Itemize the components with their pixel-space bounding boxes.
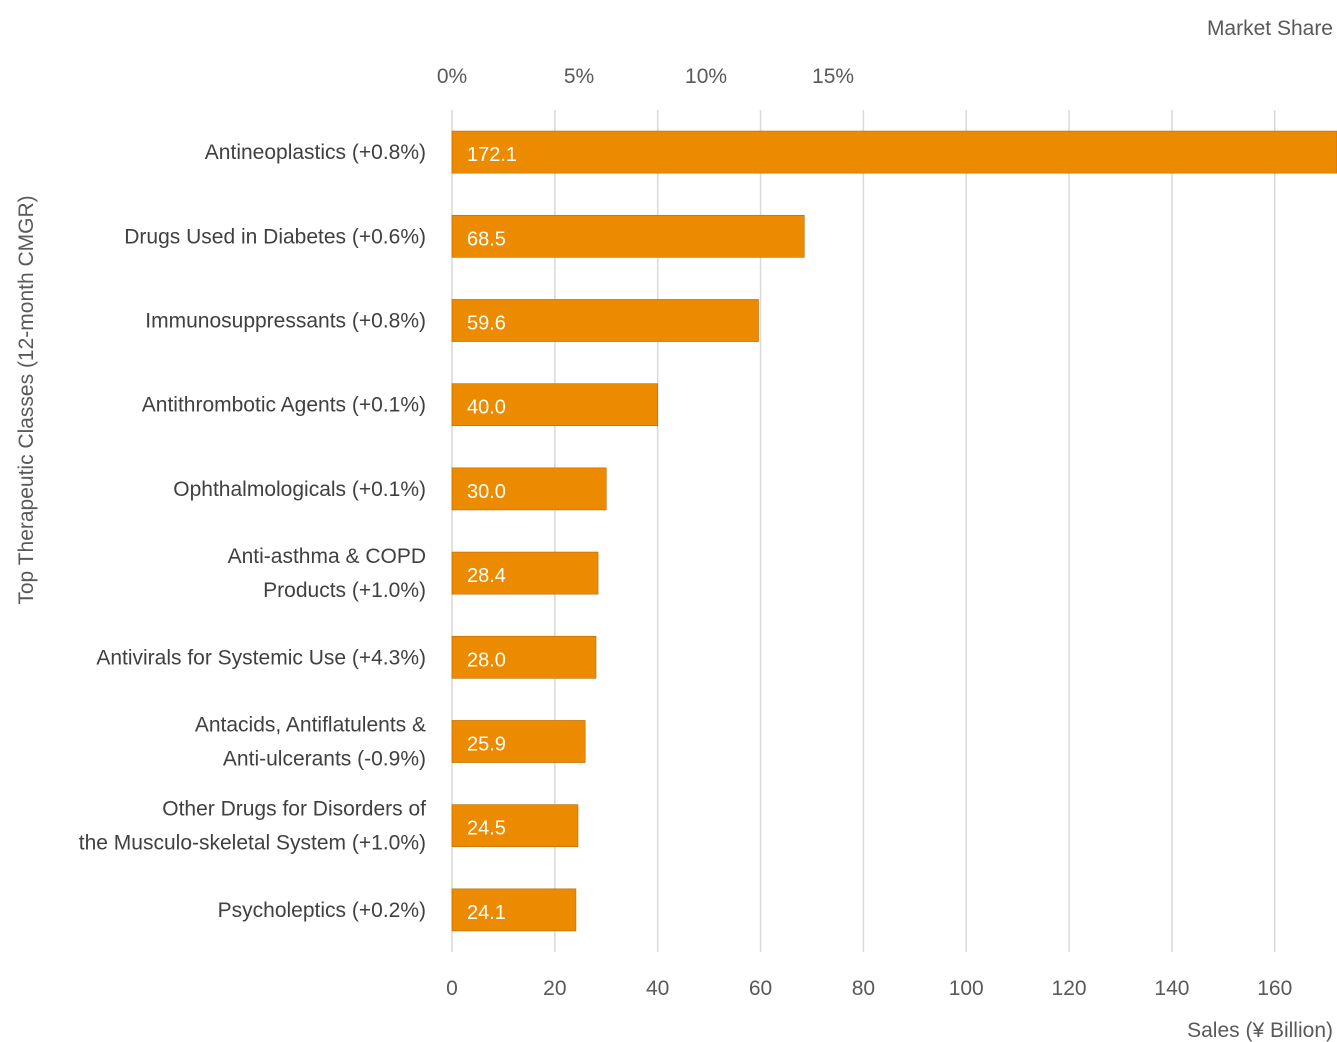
secondary-x-tick-label: 5% (564, 65, 594, 88)
category-label: Antivirals for Systemic Use (+4.3%) (96, 646, 426, 669)
category-label: Antithrombotic Agents (+0.1%) (142, 394, 426, 417)
bar-value-label: 24.1 (467, 902, 506, 924)
x-tick-label: 100 (949, 977, 984, 1000)
bar (451, 130, 1337, 174)
x-tick-label: 20 (543, 977, 566, 1000)
category-label: Psycholeptics (+0.2%) (218, 899, 426, 922)
bar (451, 804, 579, 848)
secondary-x-tick-label: 15% (812, 65, 854, 88)
bar (451, 299, 759, 342)
bar-value-label: 68.5 (467, 228, 506, 250)
x-axis-title: Sales (¥ Billion) (1187, 1019, 1333, 1042)
category-label: Antineoplastics (+0.8%) (205, 141, 426, 164)
bar (451, 383, 658, 427)
bar-value-label: 59.6 (467, 313, 506, 335)
bar (451, 551, 599, 595)
category-label: Drugs Used in Diabetes (+0.6%) (124, 225, 426, 248)
x-tick-label: 0 (446, 977, 458, 1000)
bar-value-label: 25.9 (467, 734, 506, 756)
y-axis-title: Top Therapeutic Classes (12-month CMGR) (15, 195, 38, 604)
secondary-x-tick-label: 0% (437, 65, 467, 88)
bar-value-label: 24.5 (467, 818, 506, 840)
category-label: Other Drugs for Disorders of the Musculo-… (79, 798, 426, 855)
secondary-x-tick-label: 10% (685, 65, 727, 88)
bars: 172.1 68.5 59.6 40.0 30.0 28.4 28.0 25.9 24.5 24.… (451, 130, 1337, 932)
bar (451, 635, 597, 679)
bar-value-label: 172.1 (467, 144, 517, 166)
x-axis-ticks: 0 20 40 60 80 100 120 140 160 (446, 977, 1292, 1000)
secondary-x-axis-title: Market Share (1207, 17, 1333, 40)
x-tick-label: 80 (852, 977, 875, 1000)
x-tick-label: 40 (646, 977, 669, 1000)
category-label: Antacids, Antiflatulents & Anti-ulcerants… (195, 714, 426, 771)
bar (451, 467, 607, 511)
category-label: Immunosuppressants (+0.8%) (145, 310, 426, 333)
bar (451, 214, 805, 258)
category-label: Anti-asthma & COPD Products (+1.0%) (228, 545, 426, 602)
x-tick-label: 140 (1154, 977, 1189, 1000)
bar-value-label: 28.0 (467, 649, 506, 671)
x-tick-label: 120 (1052, 977, 1087, 1000)
bar-value-label: 28.4 (467, 565, 506, 587)
x-tick-label: 160 (1257, 977, 1292, 1000)
x-tick-label: 60 (749, 977, 772, 1000)
bar (451, 888, 577, 932)
bar-value-label: 40.0 (467, 397, 506, 419)
bar-value-label: 30.0 (467, 481, 506, 503)
secondary-x-axis-ticks: 0% 5% 10% 15% (437, 65, 854, 88)
category-labels: Antineoplastics (+0.8%) Drugs Used in Dia… (79, 141, 426, 922)
bar (451, 720, 586, 763)
category-label: Ophthalmologicals (+0.1%) (173, 478, 426, 501)
